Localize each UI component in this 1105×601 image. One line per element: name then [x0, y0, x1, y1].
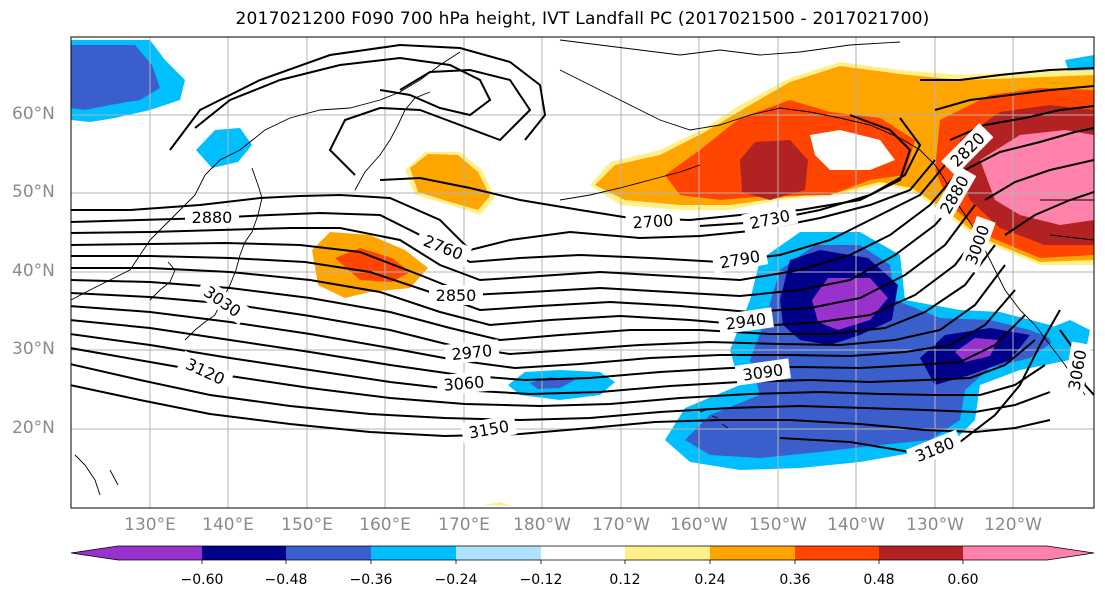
- contour-high-nw: [194, 56, 492, 129]
- lon-label: 140°E: [202, 515, 254, 535]
- lat-label: 30°N: [12, 339, 55, 359]
- contour-2940: [71, 244, 996, 342]
- lat-label: 60°N: [12, 104, 55, 124]
- colorbar-tick-label: −0.24: [434, 572, 478, 588]
- height-contours: [71, 43, 1094, 454]
- ivt-negative-region-nw-core: [71, 45, 160, 110]
- ivt-negative-region-central-purple: [812, 278, 888, 330]
- contour-ne-2: [934, 85, 1094, 111]
- colorbar-segment: [795, 546, 879, 560]
- coast-us-border: [1040, 199, 1094, 241]
- lon-label: 170°E: [438, 515, 490, 535]
- lon-label: 150°E: [281, 515, 333, 535]
- colorbar-tick-label: −0.48: [264, 572, 308, 588]
- colorbar-segment: [625, 546, 710, 560]
- colorbar-segment: [286, 546, 371, 560]
- contour-label: 2880: [192, 208, 233, 227]
- contour-2880: [71, 204, 976, 314]
- colorbar-tick-label: −0.36: [349, 572, 393, 588]
- coast-north-arctic: [559, 39, 901, 56]
- lon-label: 160°E: [359, 515, 411, 535]
- lon-label: 180°W: [513, 515, 571, 535]
- contour-2850: [71, 189, 966, 298]
- ivt-positive-blob-westpac-core: [335, 248, 410, 282]
- coast-japan: [184, 167, 263, 341]
- contour-ne-5: [984, 159, 1094, 201]
- contour-label: 2970: [451, 341, 493, 364]
- coast-philippines: [74, 454, 119, 496]
- lat-label: 40°N: [12, 261, 55, 281]
- colorbar-segment: [202, 546, 286, 560]
- colorbar-outline: [70, 545, 1095, 561]
- lon-label: 130°W: [906, 515, 964, 535]
- colorbar-tick-label: 0.12: [609, 572, 641, 588]
- lon-label: 150°W: [749, 515, 807, 535]
- colorbar-segment: [963, 546, 1094, 560]
- contour-high-nw-2: [169, 43, 547, 151]
- contour-3150: [71, 384, 1051, 438]
- coast-kamchatka: [354, 91, 431, 191]
- lon-label: 130°E: [124, 515, 176, 535]
- contour-ne-6: [1004, 191, 1094, 236]
- contour-2910: [71, 224, 986, 328]
- lat-label: 20°N: [12, 418, 55, 438]
- colorbar-segment: [371, 546, 456, 560]
- coastlines: [71, 39, 1094, 496]
- colorbar-tick-label: 0.60: [947, 572, 979, 588]
- contour-3120: [71, 363, 1051, 422]
- coast-aleutians: [559, 164, 701, 201]
- contour-2700: [379, 114, 912, 222]
- ivt-positive-region-gulf-core: [740, 140, 808, 200]
- contour-3000: [71, 289, 1016, 370]
- ivt-positive-speck: [484, 502, 512, 506]
- colorbar-tick-label: −0.60: [180, 572, 224, 588]
- contour-label: 2850: [436, 286, 477, 305]
- contour-3060: [71, 333, 1036, 396]
- map-title: 2017021200 F090 700 hPa height, IVT Land…: [235, 9, 930, 29]
- contour-ne-4: [964, 127, 1094, 171]
- contour-3090: [71, 347, 1046, 408]
- contour-2760: [71, 159, 936, 252]
- ivt-positive-blob-kamchatka-core: [410, 154, 490, 210]
- contour-2970: [71, 264, 1006, 356]
- colorbar-tick-label: −0.12: [519, 572, 563, 588]
- contour-2820: [71, 169, 961, 282]
- colorbar: [70, 545, 1095, 564]
- colorbar-segment: [456, 546, 541, 560]
- lon-label: 170°W: [592, 515, 650, 535]
- colorbar-ticks: [201, 560, 964, 564]
- contour-label: 2700: [632, 211, 674, 233]
- ivt-negative-blob-japan: [196, 128, 252, 168]
- colorbar-segment: [71, 546, 202, 560]
- colorbar-tick-label: 0.36: [779, 572, 811, 588]
- contour-3030: [71, 314, 1026, 382]
- coast-alaska: [559, 69, 1086, 396]
- colorbar-tick-label: 0.24: [694, 572, 726, 588]
- contour-2790: [71, 164, 946, 264]
- coast-korea: [149, 261, 176, 301]
- lat-label: 50°N: [12, 182, 55, 202]
- lon-label: 140°W: [827, 515, 885, 535]
- ivt-positive-region-gulf-white: [810, 130, 895, 170]
- lon-label: 120°W: [984, 515, 1042, 535]
- colorbar-tick-label: 0.48: [863, 572, 895, 588]
- colorbar-segment: [710, 546, 795, 560]
- lon-label: 160°W: [670, 515, 728, 535]
- contour-ne-1: [920, 67, 1094, 81]
- colorbar-segment: [879, 546, 963, 560]
- contour-label: 3060: [443, 372, 485, 394]
- map-frame: [70, 36, 1095, 509]
- contour-3180: [779, 309, 1061, 454]
- coast-asia-mainland: [71, 51, 461, 301]
- colorbar-segment: [541, 546, 625, 560]
